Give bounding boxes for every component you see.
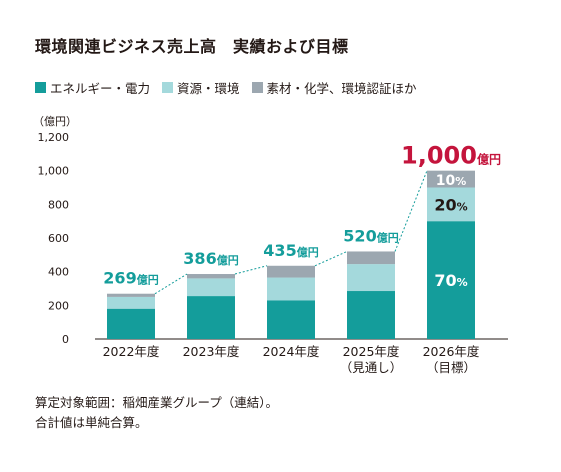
chart-title: 環境関連ビジネス売上高 実績および目標 [35, 37, 349, 56]
bar-segment [347, 251, 395, 265]
x-tick-label: 2024年度 [263, 344, 320, 359]
y-tick-label: 0 [62, 333, 69, 346]
total-unit: 億円 [477, 152, 501, 167]
x-tick-label: 2023年度 [183, 344, 240, 359]
legend-label-energy: エネルギー・電力 [50, 81, 151, 96]
y-tick-label: 1,200 [38, 131, 70, 144]
total-unit: 億円 [377, 230, 399, 244]
total-value: 1,000 [401, 142, 477, 170]
y-tick-label: 600 [48, 232, 69, 245]
share-label: 70% [434, 271, 467, 290]
y-tick-label: 1,000 [38, 165, 70, 178]
total-unit: 億円 [297, 245, 319, 259]
note-sum: 合計値は単純合算。 [35, 415, 148, 430]
total-label: 1,000億円 [401, 142, 501, 170]
share-value: 70 [434, 271, 456, 290]
legend-swatch-energy [35, 82, 46, 93]
share-value: 10 [436, 173, 456, 189]
y-tick-label: 400 [48, 266, 69, 279]
x-tick-label: 2026年度 [423, 344, 480, 359]
bars [107, 170, 475, 339]
x-tick-label: 2025年度 [343, 344, 400, 359]
bar-segment [267, 277, 315, 301]
bar-segment [427, 187, 475, 222]
bar-segment [347, 291, 395, 339]
share-value: 20 [434, 195, 456, 214]
total-label: 435億円 [263, 241, 318, 260]
bar-segment [347, 264, 395, 292]
total-value: 386 [183, 249, 216, 268]
total-label: 269億円 [103, 269, 158, 288]
legend-swatch-materials [251, 82, 263, 93]
total-value: 269 [103, 269, 136, 288]
bar-segment [267, 300, 315, 339]
share-label: 10% [436, 173, 467, 189]
share-unit: % [457, 276, 468, 289]
bar-segment [107, 293, 155, 297]
bar-segment [267, 265, 315, 278]
share-label: 20% [434, 195, 467, 214]
y-tick-label: 200 [48, 299, 69, 312]
bar-segment [187, 274, 235, 279]
bar-segment [427, 170, 475, 188]
y-tick-label: 800 [48, 198, 69, 211]
total-unit: 億円 [137, 273, 159, 287]
bar-segment [107, 308, 155, 339]
notes: 算定対象範囲：稲畑産業グループ（連結）。 合計値は単純合算。 [35, 393, 278, 433]
total-connector [394, 170, 428, 252]
legend-item-resources: 資源・環境 [162, 78, 240, 97]
legend-swatch-resources [162, 82, 174, 93]
total-value: 520 [343, 226, 376, 245]
legend: エネルギー・電力 資源・環境 素材・化学、環境認証ほか [35, 78, 417, 97]
y-axis-ticks: 0 200 400 600 800 1,000 1,200 [38, 131, 70, 346]
total-connectors [154, 170, 428, 295]
x-tick-sublabel: （見通し） [340, 360, 403, 375]
share-unit: % [457, 200, 468, 213]
x-axis-labels: 2022年度 2023年度 2024年度 2025年度（見通し） 2026年度（目標） [103, 344, 480, 375]
bar-segment [187, 296, 235, 339]
y-axis-label: （億円） [33, 115, 77, 128]
total-connector [234, 265, 268, 275]
x-tick-sublabel: （目標） [426, 360, 476, 375]
legend-label-resources: 資源・環境 [177, 81, 240, 96]
share-unit: % [455, 175, 466, 188]
bar-segment [107, 296, 155, 309]
legend-item-energy: エネルギー・電力 [35, 78, 150, 97]
total-value: 435 [263, 241, 296, 260]
legend-label-materials: 素材・化学、環境認証ほか [266, 81, 417, 96]
legend-item-materials: 素材・化学、環境認証ほか [251, 78, 417, 97]
note-scope: 算定対象範囲：稲畑産業グループ（連結）。 [35, 395, 279, 410]
total-label: 520億円 [343, 226, 398, 245]
x-tick-label: 2022年度 [103, 344, 160, 359]
bar-segment [427, 221, 475, 339]
bar-segment [187, 278, 235, 297]
total-connector [154, 273, 188, 295]
target-share-labels: 70%20%10% [434, 173, 467, 290]
total-unit: 億円 [217, 253, 239, 267]
total-label: 386億円 [183, 249, 238, 268]
total-connector [314, 251, 348, 267]
